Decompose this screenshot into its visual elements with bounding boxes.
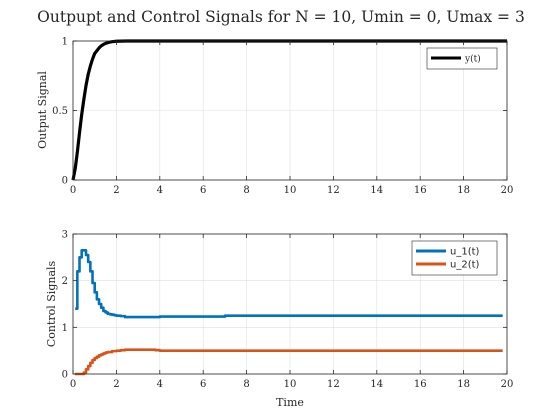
x-tick-label: 14 [370,185,383,196]
x-tick-label: 12 [327,185,340,196]
x-tick-label: 2 [113,379,119,390]
x-tick-label: 18 [457,185,470,196]
x-tick-label: 18 [457,379,470,390]
y-tick-label: 2 [62,276,68,287]
x-tick-label: 6 [200,185,206,196]
series-line-u-2-t [75,348,503,376]
x-tick-label: 0 [70,379,76,390]
y-tick-label: 0 [62,370,68,381]
x-tick-label: 10 [284,185,297,196]
x-tick-label: 4 [157,185,163,196]
x-tick-label: 20 [501,379,514,390]
y-tick-label: 1 [62,323,68,334]
x-tick-label: 16 [414,379,427,390]
y-tick-label: 0.5 [52,106,68,117]
control-ylabel: Control Signals [45,260,58,347]
x-tick-label: 10 [284,379,297,390]
x-tick-label: 2 [113,185,119,196]
x-tick-label: 12 [327,379,340,390]
chart-title: Outpupt and Control Signals for N = 10, … [37,8,525,26]
legend-box [411,240,498,276]
x-tick-label: 16 [414,185,427,196]
x-tick-label: 14 [370,379,383,390]
output-axes: 0 2 4 6 8 10 12 14 16 18 20 0 0.5 1 y(t) [52,37,513,197]
x-tick-label: 0 [70,185,76,196]
legend-label: u_2(t) [450,260,480,271]
legend-box [426,47,498,70]
series-line-u-1-t [75,249,503,319]
legend-label: u_1(t) [450,247,480,258]
output-ylabel: Output Signal [36,71,49,149]
control-xlabel: Time [276,396,304,409]
x-tick-label: 8 [243,379,249,390]
y-tick-label: 0 [62,176,68,187]
y-tick-label: 1 [62,37,68,48]
x-tick-label: 6 [200,379,206,390]
x-tick-label: 20 [501,185,514,196]
legend-label: y(t) [464,54,481,65]
x-tick-label: 4 [157,379,163,390]
x-tick-label: 8 [243,185,249,196]
y-tick-label: 3 [62,230,68,241]
